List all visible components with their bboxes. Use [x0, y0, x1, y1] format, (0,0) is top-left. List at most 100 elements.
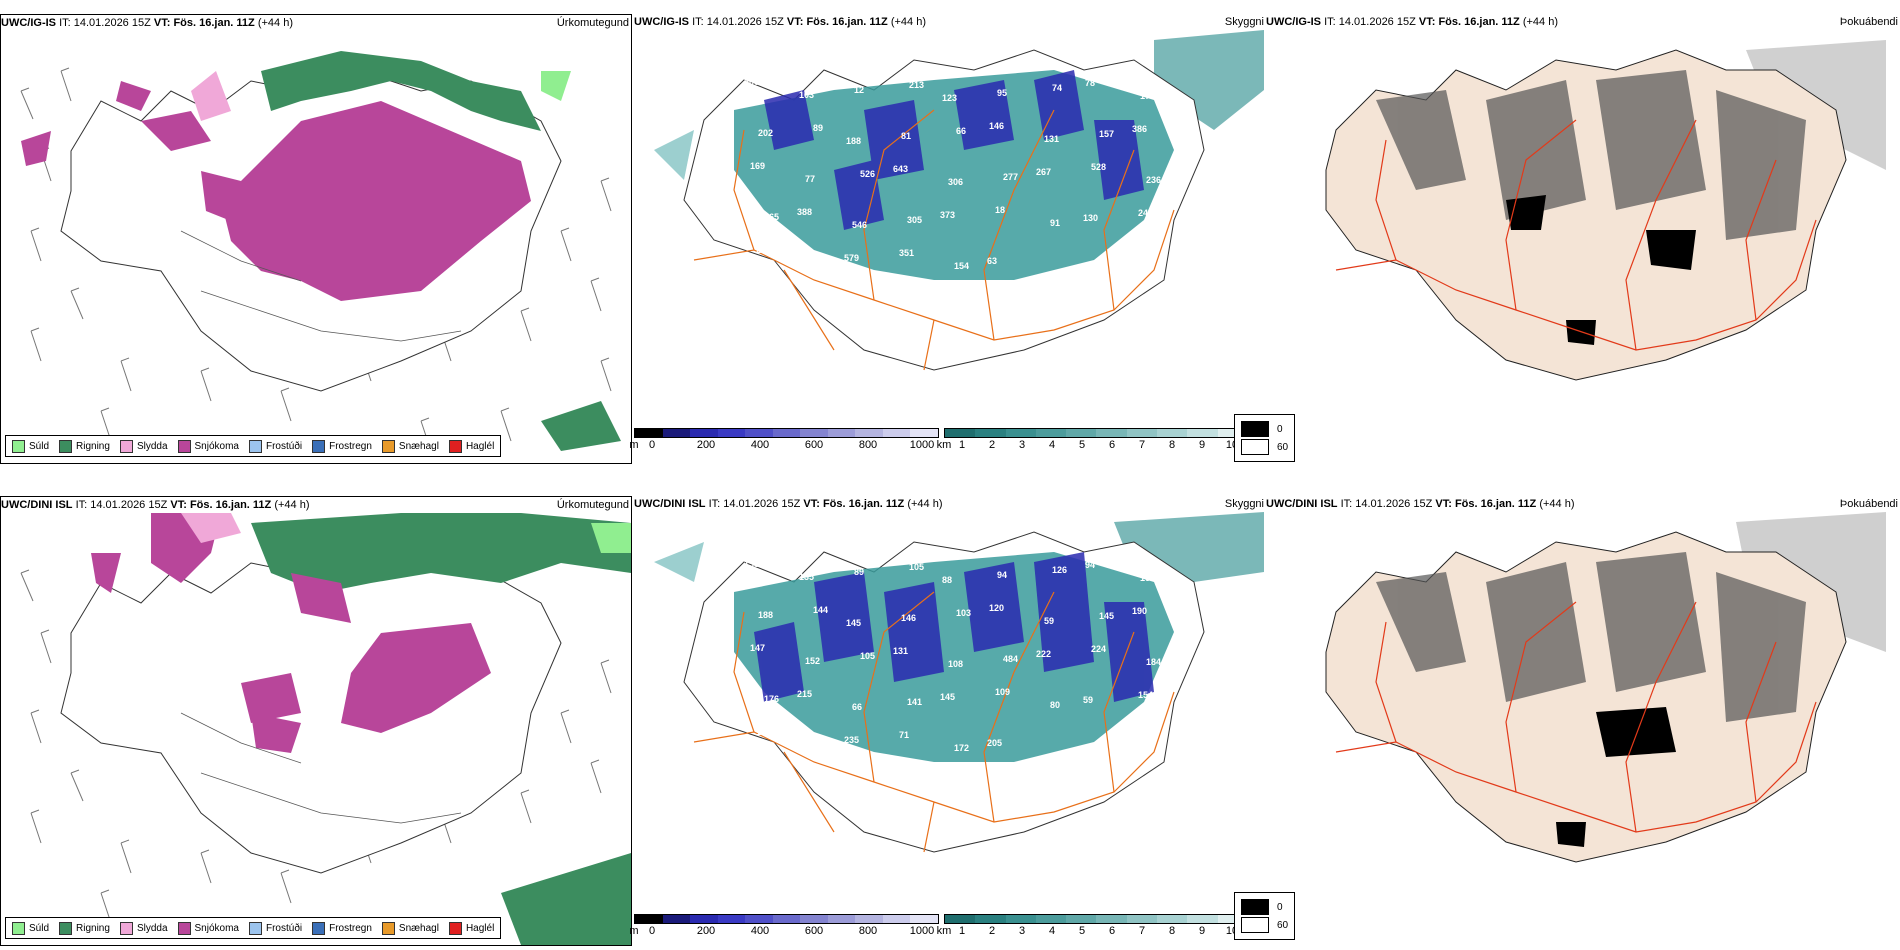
fog-key-label: 60 — [1277, 919, 1289, 931]
colorbar-segment — [772, 915, 801, 923]
panel-header: UWC/DINI ISL IT: 14.01.2026 15Z VT: Fös.… — [634, 496, 1264, 512]
legend-item: Rigning — [59, 439, 110, 453]
colorbar-segment — [1217, 429, 1248, 437]
legend-label: Frostúði — [265, 440, 303, 452]
fog-key: 0 60 — [1234, 892, 1296, 940]
ceiling-value-label: 239 — [811, 258, 826, 268]
panel-header: UWC/IG-IS IT: 14.01.2026 15Z VT: Fös. 16… — [1266, 14, 1900, 30]
colorbar-tick: 8 — [1168, 925, 1176, 937]
panel-title: Úrkomutegund — [556, 17, 629, 29]
colorbar-segment — [1096, 429, 1127, 437]
ceiling-map: 133 135 89 105 88 94 126 94 162 188 144 145 146 103 12… — [654, 512, 1264, 853]
fog-key: 0 60 — [1234, 414, 1296, 462]
ceiling-panel-top: UWC/IG-IS IT: 14.01.2026 15Z VT: Fös. 16… — [629, 14, 1264, 464]
legend-label: Súld — [29, 440, 50, 452]
ceiling-value-label: 103 — [956, 608, 971, 618]
legend-label: Frostúði — [265, 922, 303, 934]
colorbar-segment — [717, 429, 746, 437]
colorbar-segment — [1157, 915, 1188, 923]
ceiling-labels: 500 103 12 213 123 95 74 78 176 202 89 188 81 66 146 13… — [744, 77, 1161, 271]
colorbar-tick: 200 — [696, 439, 716, 451]
ceiling-value-label: 546 — [852, 220, 867, 230]
ceiling-value-label: 172 — [954, 743, 969, 753]
rain-areas — [261, 51, 571, 131]
lead-time: (+44 h) — [1539, 498, 1575, 510]
ceiling-value-label: 77 — [805, 174, 815, 184]
ceiling-value-label: 152 — [805, 656, 820, 666]
colorbar-segment — [1035, 915, 1067, 923]
ceiling-value-label: 526 — [860, 169, 875, 179]
ceiling-colorbar: m 0 200 400 600 800 1000 — [629, 914, 939, 938]
iceland-outline — [1325, 49, 1847, 381]
snow-areas — [21, 81, 531, 301]
colorbar-segment — [975, 915, 1006, 923]
unit-label: m — [629, 925, 639, 937]
legend-item: Snæhagl — [381, 439, 439, 453]
colorbar-tick: 1000 — [909, 925, 935, 937]
legend-swatch — [381, 439, 395, 453]
colorbar-tick: 2 — [988, 925, 996, 937]
ceiling-value-label: 78 — [1085, 78, 1095, 88]
colorbar-tick: 400 — [750, 439, 770, 451]
visibility-area-w — [654, 130, 694, 180]
ceiling-value-label: 169 — [750, 161, 765, 171]
ceiling-value-label: 306 — [948, 177, 963, 187]
fog-index-black — [1556, 707, 1676, 847]
colorbar-segment — [690, 915, 718, 923]
colorbar-segment — [882, 915, 911, 923]
ceiling-value-label: 123 — [942, 93, 957, 103]
colorbar-tick: 2 — [988, 439, 996, 451]
legend-label: Snæhagl — [398, 922, 439, 934]
colorbar-segment — [945, 429, 976, 437]
ceiling-value-label: 351 — [899, 248, 914, 258]
ceiling-colorbar: m 0 200 400 600 800 1000 — [629, 428, 939, 452]
visibility-area-w — [654, 542, 704, 582]
colorbar-tick: 800 — [858, 925, 878, 937]
ceiling-value-label: 190 — [1132, 606, 1147, 616]
ceiling-value-label: 89 — [813, 123, 823, 133]
ceiling-value-label: 131 — [1044, 134, 1059, 144]
fog-map — [1325, 40, 1886, 381]
precip-legend: Súld Rigning Slydda Snjókoma Frostúði Frostre… — [5, 435, 502, 457]
colorbar-tick: 200 — [696, 925, 716, 937]
colorbar-tick: 1000 — [909, 439, 935, 451]
colorbar-segment — [1066, 429, 1097, 437]
unit-label: km — [936, 925, 952, 937]
colorbar-segment — [635, 915, 663, 923]
fog-key-row: 0 — [1241, 899, 1288, 915]
legend-label: Rigning — [76, 440, 110, 452]
ceiling-value-label: 146 — [901, 613, 916, 623]
model-name: UWC/IG-IS — [1, 17, 56, 29]
legend-swatch — [248, 439, 262, 453]
legend-label: Snæhagl — [398, 440, 439, 452]
colorbar-segment — [745, 915, 773, 923]
sleet-area — [191, 71, 231, 121]
ceiling-value-label: 145 — [940, 692, 955, 702]
fog-key-swatch — [1241, 439, 1269, 455]
colorbar-segment — [1187, 429, 1218, 437]
ceiling-value-label: 235 — [756, 245, 771, 255]
panel-title: Skyggni — [1224, 498, 1264, 510]
colorbar-tick: 7 — [1138, 925, 1146, 937]
legend-swatch — [448, 921, 462, 935]
colorbar-tick: 600 — [804, 439, 824, 451]
ceiling-value-label: 108 — [948, 659, 963, 669]
ceiling-value-label: 154 — [954, 261, 969, 271]
legend-label: Rigning — [76, 922, 110, 934]
colorbar-segment — [1005, 915, 1036, 923]
ceiling-value-label: 267 — [1036, 167, 1051, 177]
it-label: IT: — [708, 498, 721, 510]
legend-item: Snjókoma — [177, 921, 239, 935]
it-value: 14.01.2026 15Z — [706, 16, 784, 28]
panel-title: Þokuábendi — [1839, 16, 1898, 28]
ceiling-value-label: 120 — [989, 603, 1004, 613]
fog-key-label: 0 — [1277, 423, 1283, 435]
it-label: IT: — [1324, 16, 1336, 28]
colorbar-tick: 3 — [1018, 925, 1026, 937]
fog-key-label: 0 — [1277, 901, 1283, 913]
colorbar-tick: 5 — [1078, 925, 1086, 937]
ceiling-value-label: 71 — [899, 730, 909, 740]
colorbar-segment — [800, 429, 828, 437]
precip-legend: Súld Rigning Slydda Snjókoma Frostúði Frostre… — [5, 917, 502, 939]
ceiling-value-label: 579 — [844, 253, 859, 263]
